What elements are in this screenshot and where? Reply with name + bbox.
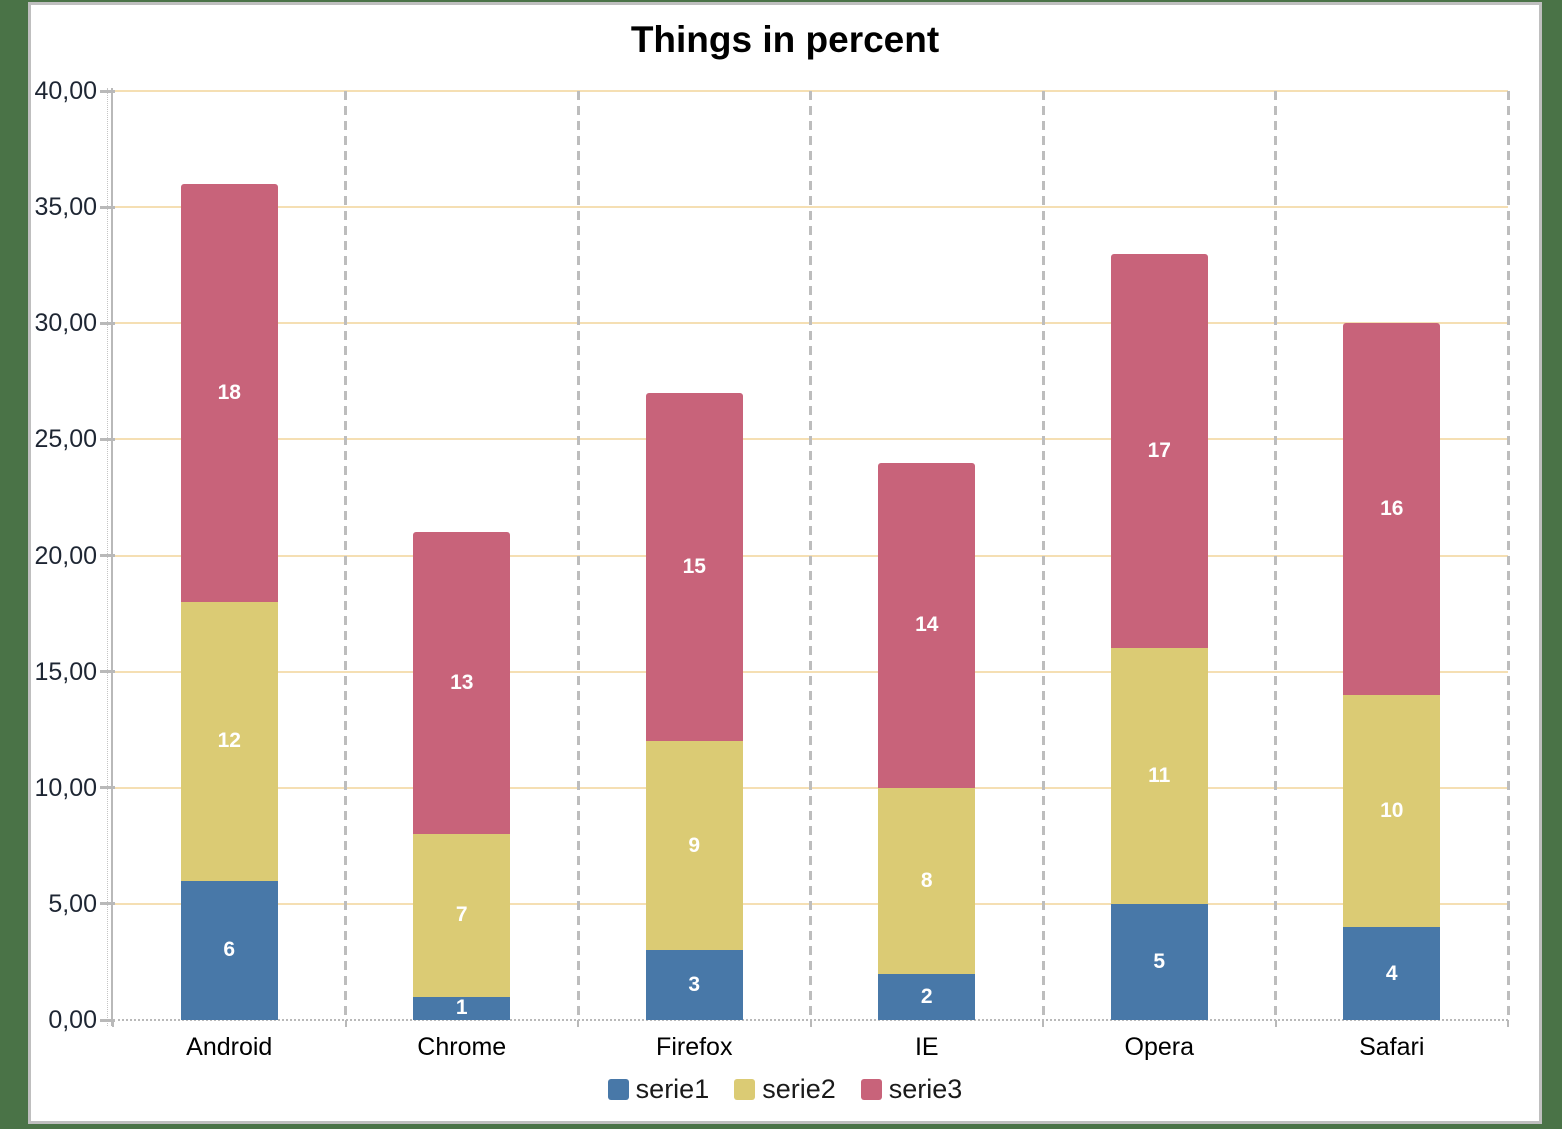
category-separator <box>1041 91 1045 1020</box>
x-axis-label-firefox: Firefox <box>656 1033 733 1061</box>
y-axis-tick-label: 25,00 <box>34 425 97 454</box>
bar-value-label: 1 <box>455 996 468 1020</box>
y-axis-tick <box>100 786 115 790</box>
bar-value-label: 18 <box>217 380 241 404</box>
legend-swatch-serie2 <box>734 1079 756 1100</box>
x-axis-label-android: Android <box>186 1033 273 1061</box>
y-axis-tick-label: 10,00 <box>34 773 97 802</box>
bar-value-label: 3 <box>688 973 701 997</box>
bar-value-label: 5 <box>1153 949 1166 973</box>
x-axis-tick <box>112 1020 114 1027</box>
bar-firefox-serie3[interactable]: 15 <box>645 392 743 742</box>
bar-safari-serie1[interactable]: 4 <box>1343 927 1441 1020</box>
chart-panel: Things in percent serie1 serie2 serie3 0,0… <box>28 2 1542 1124</box>
y-axis-tick-label: 35,00 <box>34 193 97 222</box>
bar-ie-serie2[interactable]: 8 <box>878 787 976 974</box>
y-axis-line <box>111 88 113 1026</box>
bar-opera-serie3[interactable]: 17 <box>1110 253 1208 649</box>
bar-safari-serie2[interactable]: 10 <box>1343 694 1441 928</box>
x-axis-tick <box>344 1020 347 1027</box>
bar-value-label: 7 <box>455 903 468 927</box>
x-axis-tick <box>1507 1020 1509 1027</box>
category-separator <box>809 91 812 1020</box>
bar-android-serie3[interactable]: 18 <box>180 183 278 602</box>
y-axis-tick <box>100 554 115 557</box>
bar-value-label: 9 <box>688 833 701 857</box>
y-axis-tick <box>100 1018 115 1022</box>
bar-chrome-serie2[interactable]: 7 <box>413 834 511 997</box>
y-axis-tick <box>100 205 115 209</box>
legend-item-serie2[interactable]: serie2 <box>734 1074 836 1105</box>
bar-value-label: 13 <box>450 671 474 695</box>
bar-value-label: 17 <box>1147 438 1171 462</box>
category-separator <box>1506 91 1510 1020</box>
legend-label: serie1 <box>635 1074 710 1104</box>
x-axis-label-opera: Opera <box>1124 1033 1194 1061</box>
bar-value-label: 11 <box>1148 764 1171 788</box>
y-axis-tick <box>100 437 115 441</box>
y-axis-tick-label: 0,00 <box>48 1006 97 1034</box>
bar-ie-serie1[interactable]: 2 <box>878 973 976 1020</box>
y-axis-tick-label: 40,00 <box>34 77 97 105</box>
x-axis-label-chrome: Chrome <box>417 1033 507 1061</box>
bar-firefox-serie1[interactable]: 3 <box>645 950 743 1020</box>
bar-value-label: 8 <box>920 868 933 892</box>
y-axis-tick <box>100 321 115 325</box>
x-axis-label-ie: IE <box>914 1033 939 1061</box>
y-axis-tick-label: 20,00 <box>34 541 97 570</box>
legend-item-serie3[interactable]: serie3 <box>860 1074 963 1105</box>
y-axis-tick-label: 30,00 <box>34 309 97 338</box>
legend-swatch-serie1 <box>607 1079 629 1100</box>
bar-value-label: 10 <box>1380 798 1404 822</box>
x-axis-label-safari: Safari <box>1359 1033 1425 1061</box>
x-axis-tick <box>577 1020 579 1027</box>
bar-chrome-serie3[interactable]: 13 <box>413 532 511 835</box>
x-axis-tick <box>809 1020 812 1027</box>
bar-safari-serie3[interactable]: 16 <box>1343 323 1441 695</box>
y-axis-tick <box>100 670 115 674</box>
category-separator <box>344 91 347 1020</box>
y-axis-tick-label: 15,00 <box>34 657 97 686</box>
bar-value-label: 2 <box>920 984 933 1008</box>
category-separator <box>1274 91 1277 1020</box>
bar-value-label: 4 <box>1385 961 1398 985</box>
legend-swatch-serie3 <box>860 1079 882 1100</box>
category-separator <box>576 91 580 1020</box>
bar-value-label: 16 <box>1380 497 1404 521</box>
x-axis-tick <box>1274 1020 1277 1027</box>
y-axis-tick-label: 5,00 <box>48 889 97 918</box>
chart-title: Things in percent <box>630 19 940 60</box>
bar-value-label: 6 <box>223 938 236 962</box>
bar-opera-serie1[interactable]: 5 <box>1110 903 1208 1020</box>
bar-firefox-serie2[interactable]: 9 <box>645 741 743 951</box>
bar-android-serie2[interactable]: 12 <box>180 601 278 881</box>
bar-ie-serie3[interactable]: 14 <box>878 462 976 788</box>
legend-label: serie3 <box>888 1074 963 1104</box>
bar-opera-serie2[interactable]: 11 <box>1110 648 1208 904</box>
legend: serie1 serie2 serie3 <box>31 1074 1539 1105</box>
bar-value-label: 12 <box>217 729 241 753</box>
x-axis-tick <box>1042 1020 1044 1027</box>
legend-item-serie1[interactable]: serie1 <box>607 1074 710 1105</box>
legend-label: serie2 <box>762 1074 836 1104</box>
bar-chrome-serie1[interactable]: 1 <box>413 996 511 1020</box>
y-axis-tick <box>100 89 115 93</box>
y-axis-dotted-line <box>107 88 108 1026</box>
bar-android-serie1[interactable]: 6 <box>180 880 278 1020</box>
y-axis-tick <box>100 902 115 906</box>
bar-value-label: 15 <box>682 555 706 579</box>
bar-value-label: 14 <box>915 613 939 637</box>
